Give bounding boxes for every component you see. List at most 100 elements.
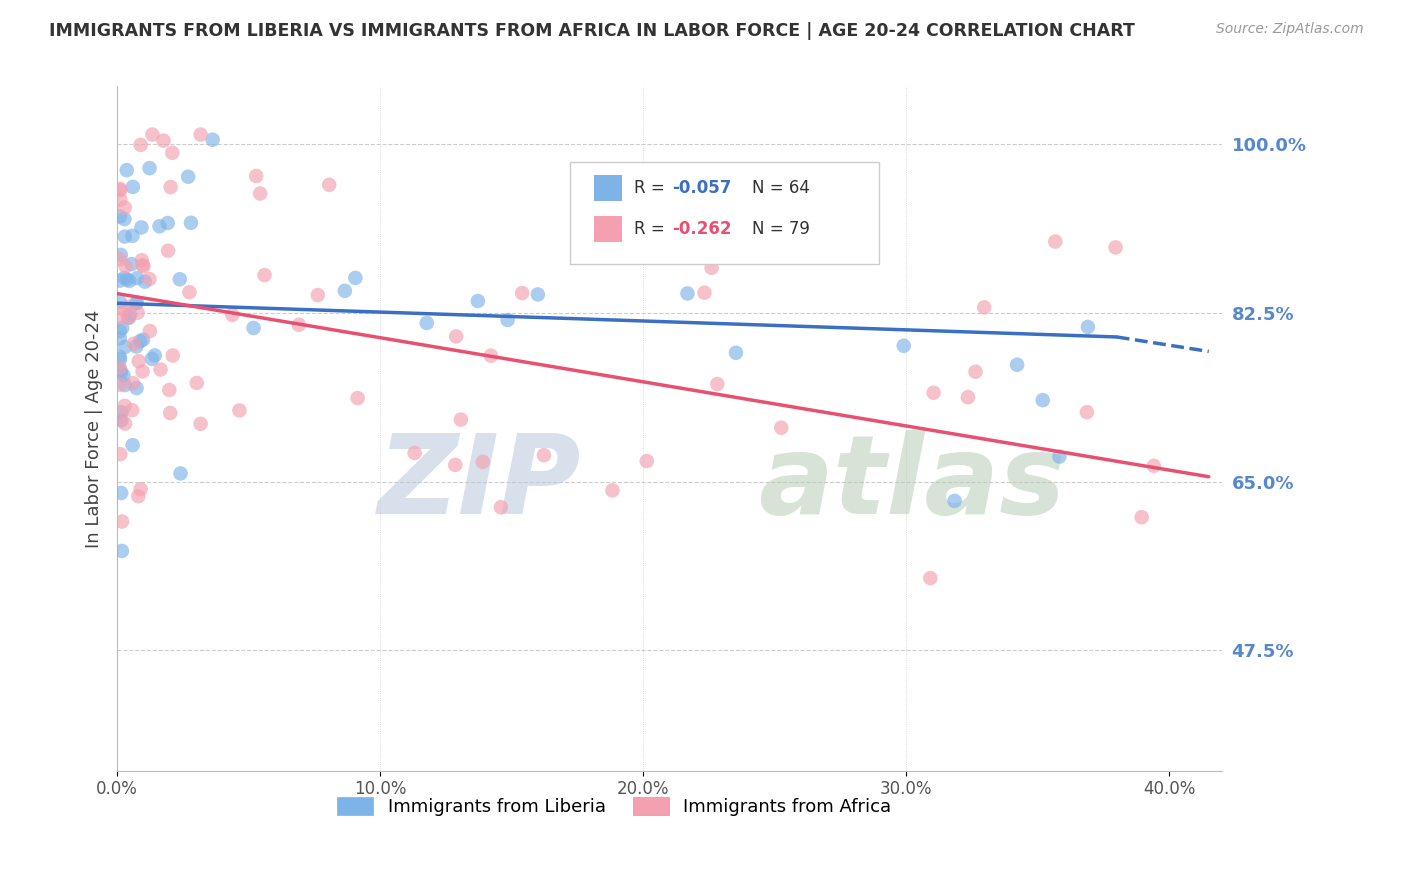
Point (288, 318, 311, 332)
Point (148, 219, 170, 234)
Point (125, 296, 148, 310)
Point (108, 295, 131, 310)
Point (114, 271, 136, 285)
Point (139, 324, 162, 338)
Point (190, 417, 212, 431)
Point (221, 308, 243, 322)
Point (114, 340, 136, 354)
Point (1077, 320, 1099, 334)
Point (159, 406, 181, 420)
Point (108, 331, 131, 345)
Point (1130, 510, 1153, 524)
Point (416, 316, 439, 330)
Point (110, 193, 132, 207)
Point (129, 137, 152, 152)
Point (344, 271, 367, 285)
Point (156, 216, 179, 230)
Point (956, 390, 979, 404)
Point (110, 366, 132, 380)
Point (114, 417, 136, 431)
Point (676, 286, 699, 301)
Point (131, 253, 153, 268)
Point (110, 486, 132, 500)
Point (117, 311, 139, 326)
Point (110, 405, 132, 419)
Point (152, 134, 174, 148)
Point (108, 324, 131, 338)
Point (131, 220, 153, 235)
Point (114, 378, 136, 392)
Point (125, 339, 148, 353)
Point (489, 500, 512, 515)
Point (121, 257, 143, 271)
Point (201, 133, 224, 147)
Legend: Immigrants from Liberia, Immigrants from Africa: Immigrants from Liberia, Immigrants from… (330, 789, 898, 823)
Point (121, 228, 143, 243)
Point (134, 275, 156, 289)
Point (242, 321, 264, 335)
Point (108, 274, 131, 288)
Point (253, 268, 276, 282)
Point (111, 321, 134, 335)
Point (318, 178, 340, 192)
Point (496, 313, 519, 327)
Point (127, 489, 149, 503)
Point (122, 336, 145, 351)
Point (693, 285, 716, 300)
Point (527, 287, 550, 301)
Point (125, 295, 148, 310)
Y-axis label: In Labor Force | Age 20-24: In Labor Force | Age 20-24 (86, 310, 103, 548)
Point (132, 333, 155, 347)
Point (973, 301, 995, 315)
Point (138, 161, 160, 175)
Point (108, 350, 131, 364)
Point (770, 420, 793, 434)
Point (114, 201, 136, 215)
Point (249, 186, 271, 201)
Point (1045, 235, 1067, 249)
Point (467, 293, 489, 308)
Point (121, 180, 143, 194)
Point (129, 483, 152, 497)
Point (122, 376, 145, 391)
Point (471, 455, 494, 469)
Point (118, 310, 141, 325)
Text: -0.057: -0.057 (672, 178, 731, 196)
Point (125, 381, 148, 395)
Point (110, 183, 132, 197)
Point (479, 349, 502, 363)
Point (143, 348, 166, 362)
Point (1047, 450, 1070, 464)
Point (333, 284, 356, 298)
Point (444, 458, 467, 472)
Point (965, 365, 987, 379)
Point (108, 352, 131, 367)
Point (149, 362, 172, 376)
Text: atlas: atlas (758, 430, 1066, 537)
Point (118, 307, 141, 321)
Point (724, 346, 747, 360)
Point (127, 306, 149, 320)
Point (112, 368, 135, 383)
Point (169, 272, 191, 286)
Point (186, 376, 208, 390)
Point (922, 385, 945, 400)
Point (602, 483, 624, 498)
Point (510, 286, 533, 301)
Text: Source: ZipAtlas.com: Source: ZipAtlas.com (1216, 22, 1364, 37)
Point (131, 258, 153, 272)
Point (108, 252, 131, 267)
Point (1104, 240, 1126, 254)
Point (131, 364, 153, 378)
Point (450, 412, 472, 426)
Point (706, 377, 728, 392)
Point (108, 377, 131, 392)
Point (114, 229, 136, 244)
Point (128, 354, 150, 368)
Point (920, 571, 942, 585)
Point (1076, 405, 1098, 419)
Point (180, 216, 202, 230)
Point (110, 363, 132, 377)
Text: -0.262: -0.262 (672, 219, 731, 237)
Point (162, 145, 184, 160)
